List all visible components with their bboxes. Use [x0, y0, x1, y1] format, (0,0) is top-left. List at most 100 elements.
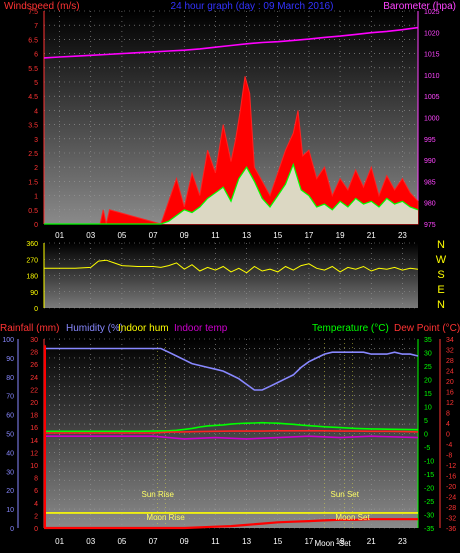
humidity-y-tick-label: 80 [6, 375, 14, 382]
humidity-series [44, 347, 419, 391]
temp-x-tick-label: 17 [304, 537, 313, 546]
annotation-label: Set [339, 539, 352, 548]
wind-x-tick-label: 23 [398, 231, 407, 240]
rain-y-tick-label: 12 [30, 450, 38, 457]
dewpoint-y-tick-label: -4 [446, 442, 452, 449]
dewpoint-y-tick-label: 24 [446, 369, 454, 376]
temp-x-tick-label: 09 [180, 537, 189, 546]
temp-x-tick-label: 01 [55, 537, 64, 546]
humidity-y-tick-label: 30 [6, 469, 14, 476]
wind-x-tick-label: 15 [273, 231, 282, 240]
rain-y-tick-label: 4 [34, 501, 38, 508]
wind-x-tick-label: 07 [149, 231, 158, 240]
temp-x-tick-label: 11 [211, 537, 220, 546]
barometer-y-tick-label: 1005 [424, 94, 440, 101]
annotation-label: Sun Set [331, 490, 360, 499]
temp-x-tick-label: 05 [117, 537, 126, 546]
wind-y-tick-label: 2.5 [28, 151, 38, 158]
wind-x-tick-label: 19 [336, 231, 345, 240]
barometer-y-tick-label: 1015 [424, 52, 440, 59]
annotation-label: Sun Rise [142, 490, 175, 499]
wind-x-tick-label: 17 [304, 231, 313, 240]
gust-series [44, 76, 419, 225]
dewpoint-y-tick-label: -36 [446, 526, 456, 533]
barometer-y-tick-label: 1000 [424, 116, 440, 123]
wind-y-tick-label: 0 [34, 222, 38, 229]
direction-y-tick-label: 360 [26, 241, 38, 248]
wind-y-tick-label: 7 [34, 23, 38, 30]
wind-y-tick-label: 5 [34, 80, 38, 87]
dewpoint-y-tick-label: 28 [446, 358, 454, 365]
barometer-y-tick-label: 990 [424, 158, 436, 165]
humidity-y-tick-label: 20 [6, 488, 14, 495]
dewpoint-y-tick-label: -8 [446, 453, 452, 460]
wind-x-tick-label: 09 [180, 231, 189, 240]
wind-y-tick-label: 0.5 [28, 208, 38, 215]
dewpoint-y-tick-label: 4 [446, 421, 450, 428]
dewpoint-legend: Dew Point (°C) [394, 323, 460, 334]
rain-y-tick-label: 24 [30, 375, 38, 382]
rain-y-tick-label: 6 [34, 488, 38, 495]
average-fill [44, 164, 418, 224]
humidity-y-tick-label: 90 [6, 356, 14, 363]
barometer-y-tick-label: 1010 [424, 73, 440, 80]
rain-y-tick-label: 20 [30, 400, 38, 407]
rainfall-legend: Rainfall (mm) [0, 323, 59, 334]
rain-y-tick-label: 14 [30, 438, 38, 445]
wind-x-tick-label: 05 [117, 231, 126, 240]
dewpoint-y-tick-label: 34 [446, 337, 454, 344]
rain-y-tick-label: 28 [30, 350, 38, 357]
temp-x-tick-label: 15 [273, 537, 282, 546]
temperature-y-tick-label: 30 [424, 351, 432, 358]
compass-label: E [437, 284, 444, 296]
wind-direction-series [44, 259, 419, 274]
wind-y-tick-label: 5.5 [28, 66, 38, 73]
wind-y-tick-label: 6 [34, 52, 38, 59]
temperature-y-tick-label: 15 [424, 391, 432, 398]
temp-x-tick-label: 19 [336, 537, 345, 546]
compass-label: W [436, 254, 447, 266]
wind-y-tick-label: 6.5 [28, 37, 38, 44]
indoor-hum-legend: Indoor hum [118, 323, 169, 334]
barometer-y-tick-label: 1020 [424, 30, 440, 37]
humidity-y-tick-label: 40 [6, 450, 14, 457]
dewpoint-y-tick-label: -28 [446, 505, 456, 512]
temperature-y-tick-label: 0 [424, 432, 428, 439]
annotation-label: Moon [314, 539, 334, 548]
wind-y-tick-label: 3 [34, 137, 38, 144]
temperature-y-tick-label: -35 [424, 526, 434, 533]
compass-label: N [437, 239, 445, 251]
humidity-y-tick-label: 60 [6, 413, 14, 420]
temperature-y-tick-label: -10 [424, 459, 434, 466]
dewpoint-y-tick-label: -16 [446, 474, 456, 481]
dewpoint-y-tick-label: 16 [446, 390, 454, 397]
wind-x-tick-label: 11 [211, 231, 220, 240]
wind-y-tick-label: 1 [34, 194, 38, 201]
wind-x-tick-label: 21 [367, 231, 376, 240]
wind-x-tick-label: 01 [55, 231, 64, 240]
dewpoint-y-tick-label: 20 [446, 379, 454, 386]
barometer-series [43, 26, 419, 59]
rain-y-tick-label: 10 [30, 463, 38, 470]
humidity-y-tick-label: 10 [6, 507, 14, 514]
direction-y-tick-label: 180 [26, 274, 38, 281]
temperature-y-tick-label: -25 [424, 499, 434, 506]
wind-y-tick-label: 2 [34, 165, 38, 172]
dewpoint-y-tick-label: -20 [446, 484, 456, 491]
rain-y-tick-label: 30 [30, 337, 38, 344]
wind-x-tick-label: 13 [242, 231, 251, 240]
rainfall-series [44, 518, 418, 530]
temperature-series [44, 421, 419, 433]
temperature-y-tick-label: 10 [424, 405, 432, 412]
dewpoint-y-tick-label: 8 [446, 411, 450, 418]
rain-y-tick-label: 8 [34, 476, 38, 483]
annotation-label: Moon Rise [146, 513, 185, 522]
temperature-y-tick-label: -15 [424, 472, 434, 479]
rain-y-tick-label: 0 [34, 526, 38, 533]
barometer-y-tick-label: 975 [424, 222, 436, 229]
dewpoint-series [44, 430, 419, 434]
dewpoint-y-tick-label: -12 [446, 463, 456, 470]
annotation-label: Moon Set [335, 513, 370, 522]
barometer-y-tick-label: 1025 [424, 9, 440, 16]
temp-x-tick-label: 23 [398, 537, 407, 546]
